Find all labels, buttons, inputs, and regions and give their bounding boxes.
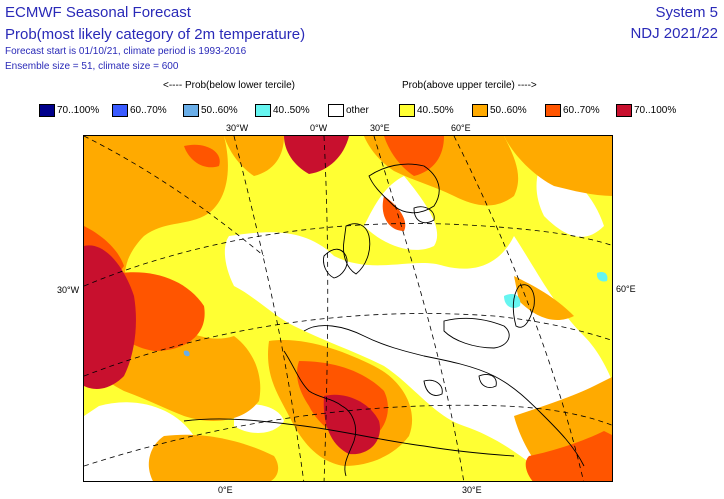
darkorange-region-barents	[384, 136, 444, 176]
title: ECMWF Seasonal Forecast	[5, 4, 191, 21]
legend-label: 40..50%	[417, 104, 454, 116]
legend-item: 40..50%	[255, 101, 310, 119]
graticule-lon-30w	[233, 136, 305, 481]
orange-region-north-africa	[148, 434, 279, 481]
graticule-lon-0	[323, 136, 329, 481]
coastline-iberia	[283, 350, 343, 407]
grid-label-top-0w: 0°W	[310, 123, 328, 133]
graticule-lat-45n	[84, 313, 612, 377]
legend-swatch	[112, 103, 128, 117]
cyan-spot-caspian	[504, 294, 521, 308]
legend-item: 50..60%	[472, 101, 527, 119]
map	[83, 135, 613, 482]
graticule-lon-30e	[373, 136, 465, 481]
forecast-info: Forecast start is 01/10/21, climate peri…	[5, 46, 247, 57]
legend-item: 40..50%	[399, 101, 454, 119]
graticule-lat-30n	[84, 404, 612, 467]
grid-label-top-60e: 60°E	[451, 123, 471, 133]
legend-swatch	[616, 103, 632, 117]
coastline-cyprus	[478, 374, 497, 388]
system-label: System 5	[655, 4, 718, 21]
darkorange-region-baltic	[382, 196, 406, 231]
below-tercile-header: <---- Prob(below lower tercile)	[163, 80, 295, 91]
coastline-scandinavia	[368, 163, 440, 214]
red-region-arctic	[284, 136, 349, 174]
legend-swatch	[399, 103, 415, 117]
legend-label: other	[346, 104, 369, 116]
darkorange-region-greenland	[184, 144, 220, 168]
graticule	[84, 136, 612, 481]
legend-swatch	[39, 103, 55, 117]
legend-swatch	[328, 103, 344, 117]
legend-label: 50..60%	[201, 104, 238, 116]
darkorange-region-arabia	[525, 431, 612, 481]
ensemble-info: Ensemble size = 51, climate size = 600	[5, 61, 179, 72]
grid-label-right-60e: 60°E	[616, 284, 636, 294]
legend-label: 70..100%	[57, 104, 100, 116]
coastlines	[183, 163, 585, 477]
coastline-mediterranean-north	[303, 325, 585, 467]
legend-item: other	[328, 101, 369, 119]
legend-item: 70..100%	[39, 101, 99, 119]
orange-region-caspian	[514, 276, 574, 321]
above-tercile-header: Prob(above upper tercile) ---->	[402, 80, 537, 91]
map-canvas	[84, 136, 612, 481]
coastline-ireland	[323, 248, 348, 279]
graticule-lon-60e	[453, 136, 584, 481]
legend-item: 70..100%	[616, 101, 676, 119]
coastline-caspian	[512, 284, 535, 328]
red-region-italy	[323, 394, 380, 455]
orange-region-northeast	[504, 136, 612, 196]
legend-item: 60..70%	[112, 101, 167, 119]
coastline-greece	[423, 379, 443, 396]
orange-region-north	[224, 136, 284, 176]
grid-label-left-30w: 30°W	[57, 285, 80, 295]
legend-label: 40..50%	[273, 104, 310, 116]
legend-swatch	[545, 103, 561, 117]
legend-label: 60..70%	[130, 104, 167, 116]
season-label: NDJ 2021/22	[630, 25, 718, 42]
coastline-baltic	[413, 206, 435, 224]
red-region-atlantic	[84, 245, 136, 389]
cyan-spot-east	[596, 271, 608, 282]
coastline-britain	[343, 223, 371, 275]
legend-item: 60..70%	[545, 101, 600, 119]
coastline-black-sea	[443, 317, 510, 349]
coastline-italy	[341, 405, 357, 477]
legend-item: 50..60%	[183, 101, 238, 119]
subtitle: Prob(most likely category of 2m temperat…	[5, 26, 306, 43]
coastline-north-africa	[183, 418, 515, 457]
legend-label: 70..100%	[634, 104, 677, 116]
grid-label-bottom-0e: 0°E	[218, 485, 233, 495]
grid-label-bottom-30e: 30°E	[462, 485, 482, 495]
grid-label-top-30e: 30°E	[370, 123, 390, 133]
blue-spot-atlantic	[183, 350, 190, 357]
legend-swatch	[472, 103, 488, 117]
legend-label: 60..70%	[563, 104, 600, 116]
legend-swatch	[183, 103, 199, 117]
legend-swatch	[255, 103, 271, 117]
legend-label: 50..60%	[490, 104, 527, 116]
grid-label-top-30w: 30°W	[226, 123, 249, 133]
